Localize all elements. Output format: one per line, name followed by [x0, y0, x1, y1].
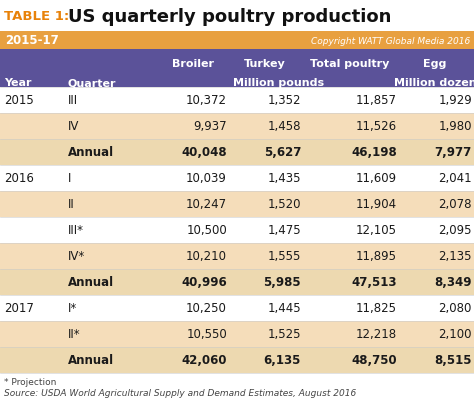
- Text: 42,060: 42,060: [182, 354, 227, 367]
- Text: 2,135: 2,135: [438, 250, 472, 263]
- Text: 2016: 2016: [4, 172, 34, 185]
- Text: 10,039: 10,039: [186, 172, 227, 185]
- Text: Quarter: Quarter: [68, 78, 117, 88]
- Text: 9,937: 9,937: [193, 120, 227, 133]
- Text: Source: USDA World Agricultural Supply and Demand Estimates, August 2016: Source: USDA World Agricultural Supply a…: [4, 388, 356, 397]
- Text: 11,904: 11,904: [356, 198, 397, 211]
- Text: 12,218: 12,218: [356, 328, 397, 341]
- Text: 8,515: 8,515: [435, 354, 472, 367]
- Text: 1,475: 1,475: [267, 224, 301, 237]
- Text: Annual: Annual: [68, 276, 114, 289]
- Text: I*: I*: [68, 302, 77, 315]
- Text: Million dozen: Million dozen: [394, 78, 474, 88]
- Bar: [0, 50, 474, 88]
- Text: 2015: 2015: [4, 94, 34, 107]
- Bar: [0, 192, 474, 218]
- Text: Annual: Annual: [68, 354, 114, 367]
- Text: II*: II*: [68, 328, 81, 341]
- Text: 11,895: 11,895: [356, 250, 397, 263]
- Text: 11,609: 11,609: [356, 172, 397, 185]
- Text: 2,095: 2,095: [438, 224, 472, 237]
- Text: 1,980: 1,980: [438, 120, 472, 133]
- Text: 2015-17: 2015-17: [5, 34, 59, 47]
- Bar: [0, 243, 474, 269]
- Text: US quarterly poultry production: US quarterly poultry production: [68, 8, 392, 26]
- Text: 7,977: 7,977: [435, 146, 472, 159]
- Text: Broiler: Broiler: [173, 59, 215, 69]
- Text: 2,100: 2,100: [438, 328, 472, 341]
- Text: Total poultry: Total poultry: [310, 59, 389, 69]
- Bar: [0, 114, 474, 140]
- Bar: [0, 2, 474, 32]
- Text: I: I: [68, 172, 72, 185]
- Text: 47,513: 47,513: [352, 276, 397, 289]
- Text: 1,458: 1,458: [267, 120, 301, 133]
- Text: 2,078: 2,078: [438, 198, 472, 211]
- Text: II: II: [68, 198, 75, 211]
- Text: 10,550: 10,550: [186, 328, 227, 341]
- Text: 1,352: 1,352: [267, 94, 301, 107]
- Text: 8,349: 8,349: [435, 276, 472, 289]
- Bar: [0, 269, 474, 295]
- Text: 40,996: 40,996: [181, 276, 227, 289]
- Text: TABLE 1:: TABLE 1:: [4, 10, 69, 24]
- Text: 11,526: 11,526: [356, 120, 397, 133]
- Text: 11,857: 11,857: [356, 94, 397, 107]
- Text: Million pounds: Million pounds: [233, 78, 324, 88]
- Text: Egg: Egg: [423, 59, 447, 69]
- Bar: [0, 88, 474, 114]
- Text: III*: III*: [68, 224, 84, 237]
- Text: Turkey: Turkey: [244, 59, 285, 69]
- Bar: [0, 218, 474, 243]
- Text: 1,555: 1,555: [268, 250, 301, 263]
- Text: 1,525: 1,525: [267, 328, 301, 341]
- Text: Year: Year: [4, 78, 31, 88]
- Text: Copyright WATT Global Media 2016: Copyright WATT Global Media 2016: [311, 36, 470, 45]
- Text: 1,929: 1,929: [438, 94, 472, 107]
- Text: 1,445: 1,445: [267, 302, 301, 315]
- Bar: [0, 32, 474, 50]
- Text: 10,500: 10,500: [186, 224, 227, 237]
- Bar: [0, 140, 474, 166]
- Text: IV: IV: [68, 120, 79, 133]
- Bar: [0, 295, 474, 321]
- Text: 10,210: 10,210: [186, 250, 227, 263]
- Text: 12,105: 12,105: [356, 224, 397, 237]
- Text: 6,135: 6,135: [264, 354, 301, 367]
- Text: 2,080: 2,080: [438, 302, 472, 315]
- Text: 10,247: 10,247: [186, 198, 227, 211]
- Text: 46,198: 46,198: [351, 146, 397, 159]
- Text: 10,372: 10,372: [186, 94, 227, 107]
- Text: * Projection: * Projection: [4, 377, 56, 386]
- Text: 48,750: 48,750: [351, 354, 397, 367]
- Text: 40,048: 40,048: [182, 146, 227, 159]
- Text: 1,520: 1,520: [267, 198, 301, 211]
- Text: Annual: Annual: [68, 146, 114, 159]
- Text: 1,435: 1,435: [267, 172, 301, 185]
- Text: III: III: [68, 94, 78, 107]
- Text: 5,627: 5,627: [264, 146, 301, 159]
- Bar: [0, 347, 474, 373]
- Text: IV*: IV*: [68, 250, 85, 263]
- Text: 5,985: 5,985: [264, 276, 301, 289]
- Text: 11,825: 11,825: [356, 302, 397, 315]
- Text: 2,041: 2,041: [438, 172, 472, 185]
- Text: 10,250: 10,250: [186, 302, 227, 315]
- Bar: [0, 321, 474, 347]
- Bar: [0, 166, 474, 192]
- Text: 2017: 2017: [4, 302, 34, 315]
